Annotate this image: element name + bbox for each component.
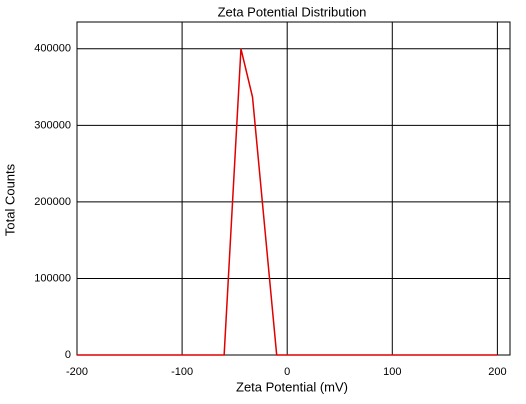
x-tick-label: 100	[383, 366, 401, 378]
y-tick-label: 400000	[34, 43, 71, 55]
x-tick-label: -200	[66, 366, 88, 378]
y-tick-label: 200000	[34, 196, 71, 208]
y-tick-label: 0	[65, 349, 71, 361]
plot-frame	[76, 21, 511, 356]
x-tick-label: -100	[171, 366, 193, 378]
x-axis-label: Zeta Potential (mV)	[236, 379, 348, 394]
data-line	[77, 48, 498, 356]
y-axis-label: Total Counts	[2, 163, 17, 236]
x-tick-label: 200	[488, 366, 506, 378]
x-tick-label: 0	[284, 366, 290, 378]
y-tick-label: 300000	[34, 119, 71, 131]
chart-title: Zeta Potential Distribution	[218, 4, 367, 19]
y-tick-label: 100000	[34, 272, 71, 284]
